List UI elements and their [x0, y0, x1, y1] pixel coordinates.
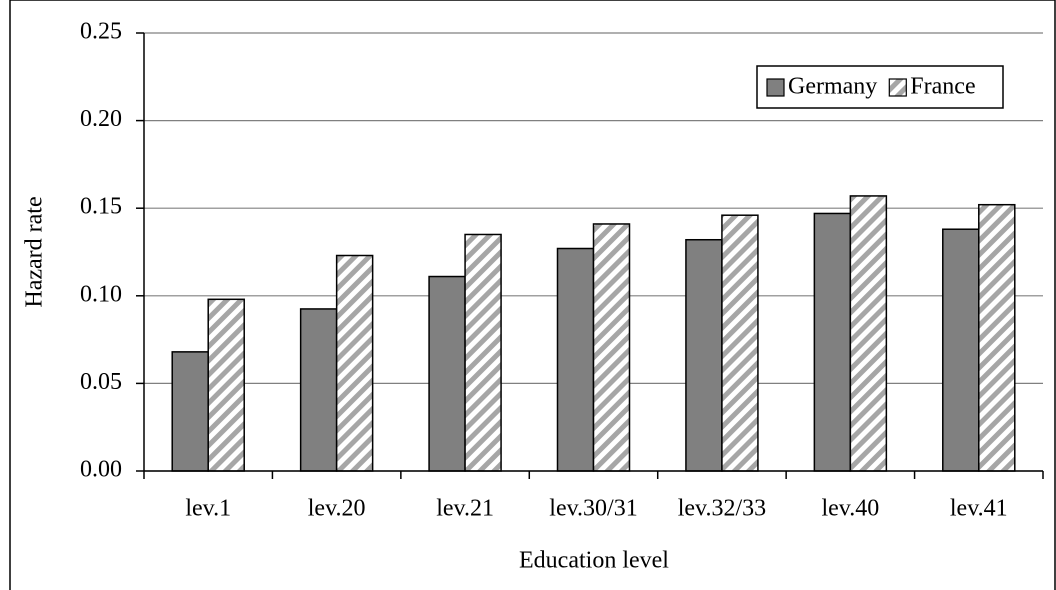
- bar: [171, 351, 209, 472]
- legend-swatch: [888, 78, 907, 97]
- legend-label: Germany: [788, 74, 877, 100]
- bar: [685, 238, 723, 472]
- legend: Germany France: [756, 65, 1004, 109]
- bar: [942, 228, 980, 472]
- bar: [721, 214, 759, 472]
- bar: [464, 233, 502, 472]
- y-tick-label: 0.20: [80, 106, 122, 132]
- x-tick-label: lev.1: [185, 496, 231, 522]
- x-tick-label: lev.32/33: [678, 496, 766, 522]
- y-tick-label: 0.25: [80, 19, 122, 45]
- x-tick-label: lev.30/31: [549, 496, 637, 522]
- bar: [207, 298, 245, 472]
- x-tick-label: lev.40: [821, 496, 879, 522]
- y-tick-label: 0.05: [80, 369, 122, 395]
- legend-frame: [756, 65, 1004, 109]
- bar: [556, 247, 595, 472]
- x-tick-label: lev.21: [436, 496, 494, 522]
- bar: [978, 203, 1016, 472]
- x-tick-label: lev.20: [308, 496, 366, 522]
- y-tick-label: 0.15: [80, 194, 122, 220]
- x-tick-label: lev.41: [950, 496, 1008, 522]
- y-tick-label: 0.10: [80, 281, 122, 307]
- legend-swatch: [766, 78, 785, 97]
- bar: [849, 195, 888, 472]
- y-axis-title: Hazard rate: [22, 196, 48, 307]
- y-tick-label: 0.00: [80, 457, 122, 483]
- bar: [335, 254, 374, 472]
- bar: [813, 212, 852, 472]
- bar: [299, 308, 338, 472]
- bar: [428, 275, 466, 472]
- bar: [592, 223, 631, 472]
- x-axis-title: Education level: [519, 548, 669, 574]
- legend-label: France: [910, 74, 975, 100]
